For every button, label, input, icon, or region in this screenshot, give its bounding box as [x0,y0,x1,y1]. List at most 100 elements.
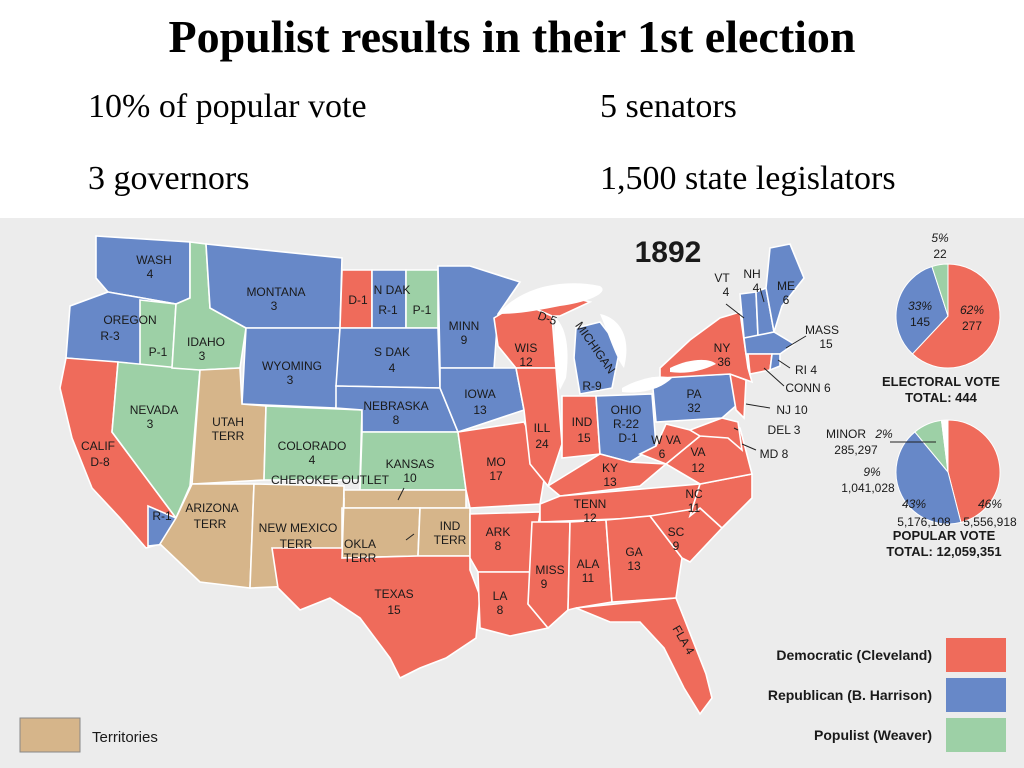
state-shapes [59,235,363,589]
pie-slice-minor [940,419,949,473]
label-georgia-votes: 13 [627,559,641,573]
label-pennsylvania-votes: 32 [687,401,701,415]
label-wyoming: WYOMING [262,359,322,373]
svg-text:LA8: LA 8 [493,589,508,617]
label-new-york: NY [714,341,731,355]
state-massachusetts [743,331,796,355]
bullet-governors: 3 governors [88,160,250,197]
state-north-dakota-populist [405,269,439,329]
legend-republican-swatch [946,678,1006,712]
state-iowa [439,367,525,433]
popular-vote-pie [895,419,1001,525]
label-new-jersey: NJ 10 [776,403,808,417]
state-shapes-plains [271,269,481,680]
label-arkansas-votes: 8 [495,539,502,553]
state-rhode-island [769,353,781,372]
label-calif-republican: R-1 [152,509,172,523]
lake-michigan [553,318,568,390]
pie-slice-democratic [947,419,1001,523]
label-massachusetts-votes: 15 [819,337,833,351]
state-north-dakota [371,269,407,329]
label-ohio-democratic: D-1 [618,431,638,445]
great-lakes [498,283,716,393]
legend-territories-swatch [19,717,81,753]
pie-slice-republican [895,265,949,355]
label-arizona: ARIZONA [185,501,238,515]
election-map-panel: WASH 4 OREGON R-3 P-1 CALIF D-8 R-1 NEVADA 3… [0,218,1024,768]
label-north-dakota: N DAK [374,283,411,297]
label-oklahoma-status: TERR [344,551,377,565]
label-wisconsin: WIS [515,341,538,355]
electoral-populist-votes: 22 [933,247,947,261]
svg-text:ME6: ME 6 [777,279,795,307]
label-minnesota-votes: 9 [461,333,468,347]
popular-democratic-percent: 46% [978,497,1002,511]
label-louisiana: LA [493,589,508,603]
label-idaho-votes: 3 [199,349,206,363]
label-arizona-status: TERR [194,517,227,531]
popular-populist-votes: 1,041,028 [841,481,895,495]
label-maryland: MD 8 [760,447,789,461]
label-montana-votes: 3 [271,299,278,313]
label-new-hampshire-votes: 4 [753,281,760,295]
state-shapes-midwest [437,265,702,637]
label-nevada: NEVADA [130,403,178,417]
label-maine: ME [777,279,795,293]
label-maine-votes: 6 [783,293,790,307]
electoral-vote-pie [895,263,1001,369]
label-georgia: GA [625,545,642,559]
label-west-virginia-votes: 6 [659,447,666,461]
electoral-democratic-votes: 277 [962,319,982,333]
lake-erie [622,376,672,393]
svg-text:VT4: VT 4 [714,271,730,299]
popular-republican-votes: 5,176,108 [897,515,951,529]
state-florida [575,597,713,716]
legend-democratic-swatch [946,638,1006,672]
popular-minor-percent: 2% [874,427,893,441]
label-north-dakota-populist: P-1 [413,303,432,317]
label-tennessee: TENN [574,497,607,511]
label-rhode-island: RI 4 [795,363,817,377]
legend-populist-label: Populist (Weaver) [814,727,932,743]
label-connecticut: CONN 6 [785,381,831,395]
label-kansas-votes: 10 [403,471,417,485]
svg-text:W VA6: W VA 6 [651,433,681,461]
label-south-dakota: S DAK [374,345,410,359]
pie-slice-democratic [911,263,1001,369]
state-alabama [567,519,613,612]
label-missouri-votes: 17 [489,469,503,483]
electoral-democratic-percent: 62% [960,303,984,317]
label-north-dakota-democratic: D-1 [348,293,368,307]
label-louisiana-votes: 8 [497,603,504,617]
lake-huron [600,314,627,368]
label-oregon: OREGON [103,313,156,327]
label-cherokee-outlet: CHEROKEE OUTLET [271,473,390,487]
lake-superior [498,283,603,314]
label-indian-territory: IND [440,519,461,533]
state-connecticut [747,353,773,375]
label-kentucky-votes: 13 [603,475,617,489]
label-new-mexico: NEW MEXICO [259,521,338,535]
popular-populist-percent: 9% [863,465,881,479]
label-pennsylvania: PA [686,387,701,401]
